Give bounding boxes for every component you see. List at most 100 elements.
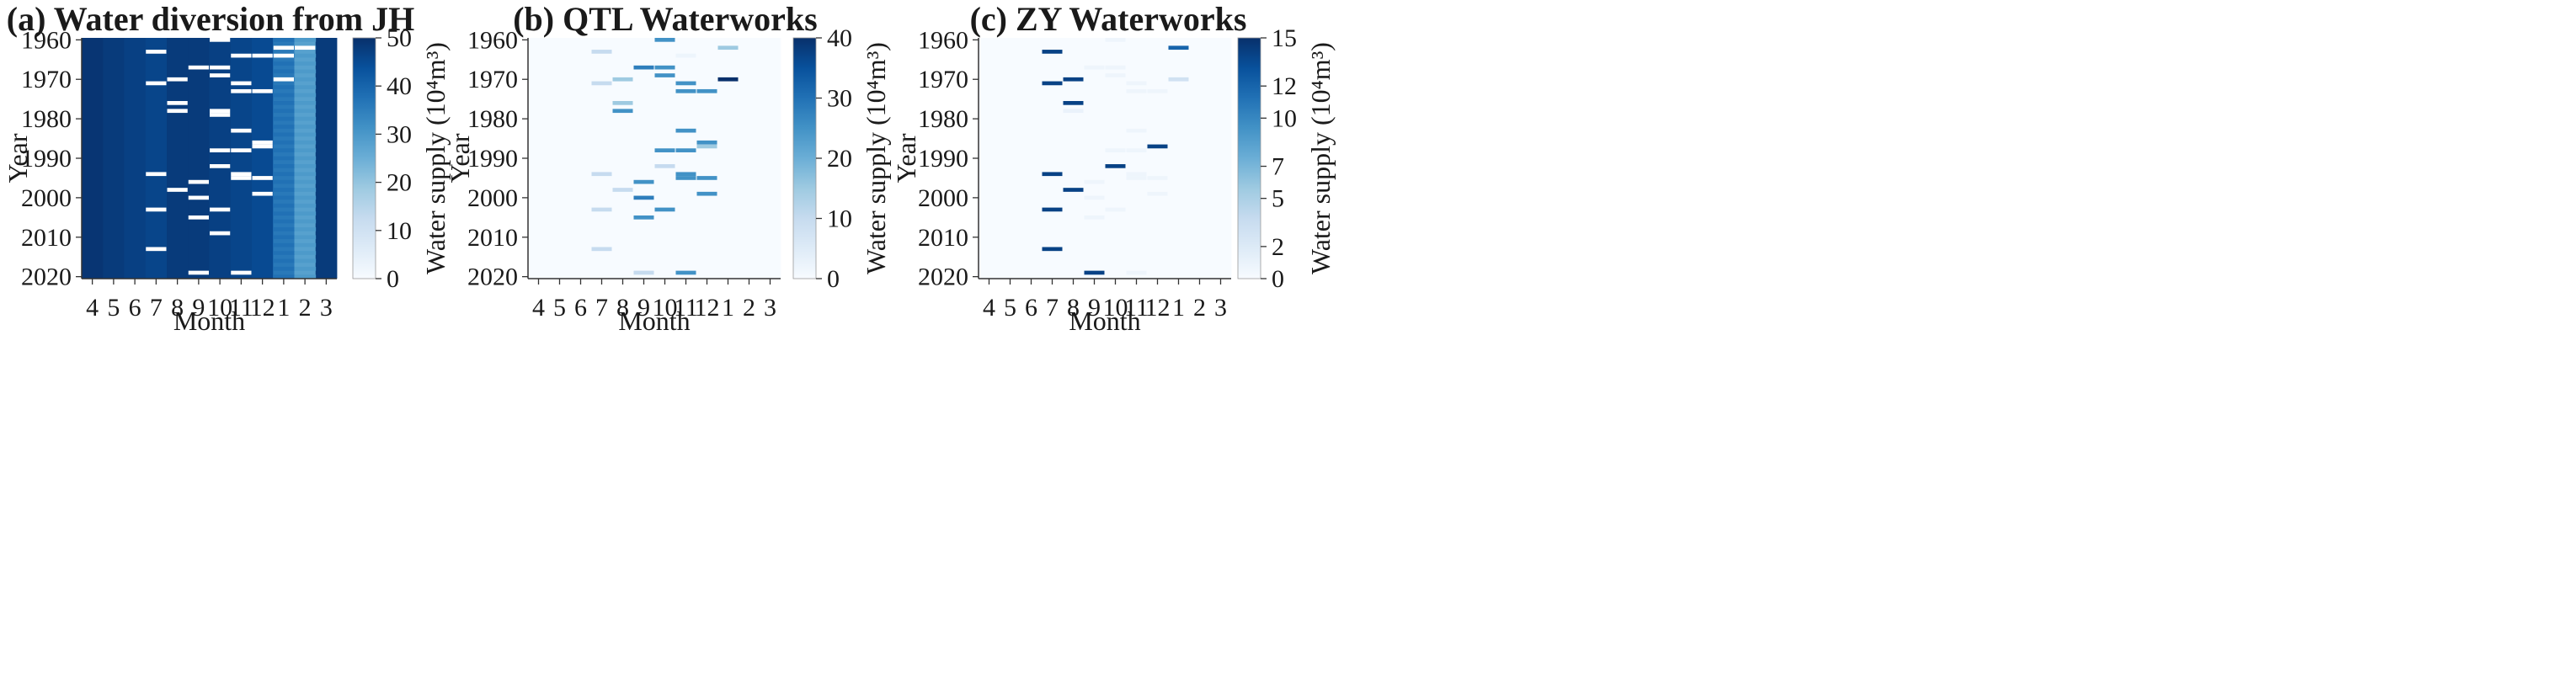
heatmap-column-month-4 — [528, 38, 550, 279]
heatmap-column-month-2 — [1189, 38, 1211, 279]
heatmap-cell — [1063, 101, 1084, 105]
colorbar-tick-label: 50 — [387, 24, 412, 52]
heatmap-cell-zero — [167, 77, 188, 82]
y-tick-label: 1990 — [21, 145, 72, 173]
heatmap-band — [294, 164, 317, 168]
x-tick-label: 10 — [653, 294, 678, 322]
heatmap-cell-zero — [273, 77, 294, 82]
heatmap-column-month-8 — [167, 38, 189, 279]
heatmap-cell-zero — [210, 207, 231, 212]
heatmap-band — [273, 125, 295, 129]
heatmap-cell — [1147, 144, 1168, 149]
heatmap-cell — [1147, 191, 1168, 196]
heatmap-column-month-12 — [696, 38, 718, 279]
heatmap-band — [273, 61, 295, 66]
heatmap-band — [273, 140, 295, 145]
heatmap-column-month-6 — [1021, 38, 1043, 279]
heatmap-cell — [1042, 50, 1063, 54]
heatmap-cell — [633, 215, 654, 220]
heatmap-column-month-4 — [979, 38, 1000, 279]
heatmap-column-month-8 — [612, 38, 634, 279]
x-tick-label: 7 — [595, 294, 608, 322]
heatmap-column-month-1 — [717, 38, 739, 279]
heatmap-cell — [1168, 77, 1189, 82]
heatmap-column-month-9 — [633, 38, 655, 279]
heatmap-cell — [612, 109, 633, 114]
x-axis-label: Month — [173, 306, 245, 336]
heatmap-cell — [1126, 81, 1147, 86]
heatmap-band — [294, 242, 317, 247]
heatmap-cell — [633, 270, 654, 275]
heatmap-band — [273, 195, 295, 200]
heatmap-cell-zero — [188, 270, 209, 275]
y-tick-label: 2010 — [467, 224, 518, 252]
heatmap-band — [294, 77, 317, 82]
heatmap-cell-zero — [252, 53, 273, 58]
heatmap-cell-zero — [231, 172, 252, 177]
y-axis-label: Year — [891, 133, 921, 183]
heatmap-band — [294, 274, 317, 279]
heatmap-cell — [1084, 195, 1105, 200]
heatmap-band — [294, 116, 317, 121]
heatmap-band — [294, 227, 317, 231]
heatmap-band — [273, 203, 295, 208]
y-axis-label: Year — [3, 133, 33, 183]
heatmap-band — [294, 93, 317, 98]
heatmap-column-month-5 — [1000, 38, 1021, 279]
y-tick-label: 2010 — [21, 224, 72, 252]
heatmap-cell — [1042, 247, 1063, 252]
heatmap-band — [273, 274, 295, 279]
heatmap-band — [294, 172, 317, 177]
heatmap-cell-zero — [146, 172, 167, 177]
y-tick-label: 1980 — [467, 105, 518, 133]
x-tick-label: 7 — [1046, 294, 1059, 322]
colorbar — [1237, 37, 1261, 279]
heatmap-column-month-12 — [252, 38, 274, 279]
heatmap-cell — [654, 38, 675, 42]
heatmap-cell — [1126, 148, 1147, 152]
y-tick-label: 1960 — [918, 26, 968, 54]
colorbar-tick-label: 0 — [387, 265, 399, 293]
heatmap-band — [273, 101, 295, 105]
heatmap-cell-zero — [231, 176, 252, 180]
heatmap-band — [273, 93, 295, 98]
heatmap-column-month-3 — [1210, 38, 1232, 279]
heatmap-cell — [717, 77, 739, 82]
x-tick-label: 10 — [207, 294, 232, 322]
heatmap-cell-zero — [273, 53, 294, 58]
heatmap-band — [273, 266, 295, 271]
heatmap-cell — [654, 65, 675, 70]
colorbar-tick-label: 15 — [1272, 24, 1297, 52]
heatmap-cell — [654, 73, 675, 77]
heatmap-cell-zero — [231, 81, 252, 86]
heatmap-cell-zero — [146, 207, 167, 212]
heatmap-column-month-4 — [82, 38, 104, 279]
colorbar-tick-label: 10 — [1272, 104, 1297, 132]
heatmap-column-month-6 — [570, 38, 592, 279]
heatmap-cell — [1084, 65, 1105, 70]
heatmap-column-month-7 — [591, 38, 613, 279]
x-tick-label: 4 — [532, 294, 545, 322]
heatmap-column-month-6 — [124, 38, 147, 279]
heatmap-column-month-8 — [1063, 38, 1085, 279]
heatmap-cell — [1105, 164, 1126, 168]
heatmap-cell — [675, 176, 696, 180]
heatmap-band — [294, 219, 317, 224]
colorbar-tick-label: 0 — [827, 265, 840, 293]
heatmap-cell-zero — [210, 73, 231, 77]
x-tick-label: 7 — [150, 294, 163, 322]
y-tick-label: 1990 — [467, 145, 518, 173]
x-axis-label: Month — [1069, 306, 1140, 336]
heatmap-cell — [717, 45, 739, 51]
y-axis-label: Year — [445, 133, 475, 183]
heatmap-band — [273, 38, 295, 42]
heatmap-column-month-11 — [1126, 38, 1148, 279]
heatmap-band — [273, 85, 295, 89]
heatmap-band — [294, 125, 317, 129]
x-tick-label: 2 — [743, 294, 755, 322]
colorbar-label: Water supply (10⁴m³) — [1305, 42, 1336, 274]
heatmap-cell — [1105, 65, 1126, 70]
heatmap-cell-zero — [252, 88, 273, 93]
